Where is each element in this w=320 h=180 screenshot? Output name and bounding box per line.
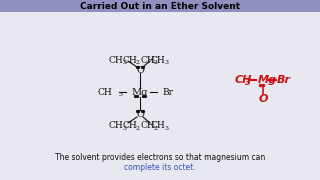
FancyBboxPatch shape — [0, 0, 320, 12]
Text: CH: CH — [108, 122, 124, 130]
Text: 3: 3 — [245, 78, 251, 87]
Text: CH: CH — [140, 55, 156, 64]
Text: CH: CH — [235, 75, 252, 85]
Text: 2: 2 — [136, 60, 140, 64]
Text: 2: 2 — [154, 125, 158, 130]
Text: complete its octet.: complete its octet. — [124, 163, 196, 172]
Text: Mg: Mg — [132, 87, 148, 96]
Text: The solvent provides electrons so that magnesium can: The solvent provides electrons so that m… — [55, 154, 265, 163]
Text: CH: CH — [151, 122, 165, 130]
Text: 3: 3 — [118, 91, 122, 96]
Text: CH: CH — [108, 55, 124, 64]
Text: 3: 3 — [122, 125, 126, 130]
Text: 3: 3 — [164, 60, 168, 64]
Text: 3: 3 — [122, 60, 126, 64]
Text: CH: CH — [140, 122, 156, 130]
Text: Br: Br — [277, 75, 291, 85]
Text: 2: 2 — [154, 60, 158, 64]
Text: 2: 2 — [136, 125, 140, 130]
Text: CH: CH — [123, 55, 137, 64]
Text: Br: Br — [162, 87, 173, 96]
Text: O: O — [258, 94, 268, 104]
Text: O: O — [136, 109, 144, 118]
Text: CH: CH — [97, 87, 112, 96]
Text: CH: CH — [151, 55, 165, 64]
Text: CH: CH — [123, 122, 137, 130]
Text: Mg: Mg — [258, 75, 277, 85]
Text: O: O — [136, 66, 144, 75]
Text: 3: 3 — [164, 125, 168, 130]
Text: Carried Out in an Ether Solvent: Carried Out in an Ether Solvent — [80, 1, 240, 10]
